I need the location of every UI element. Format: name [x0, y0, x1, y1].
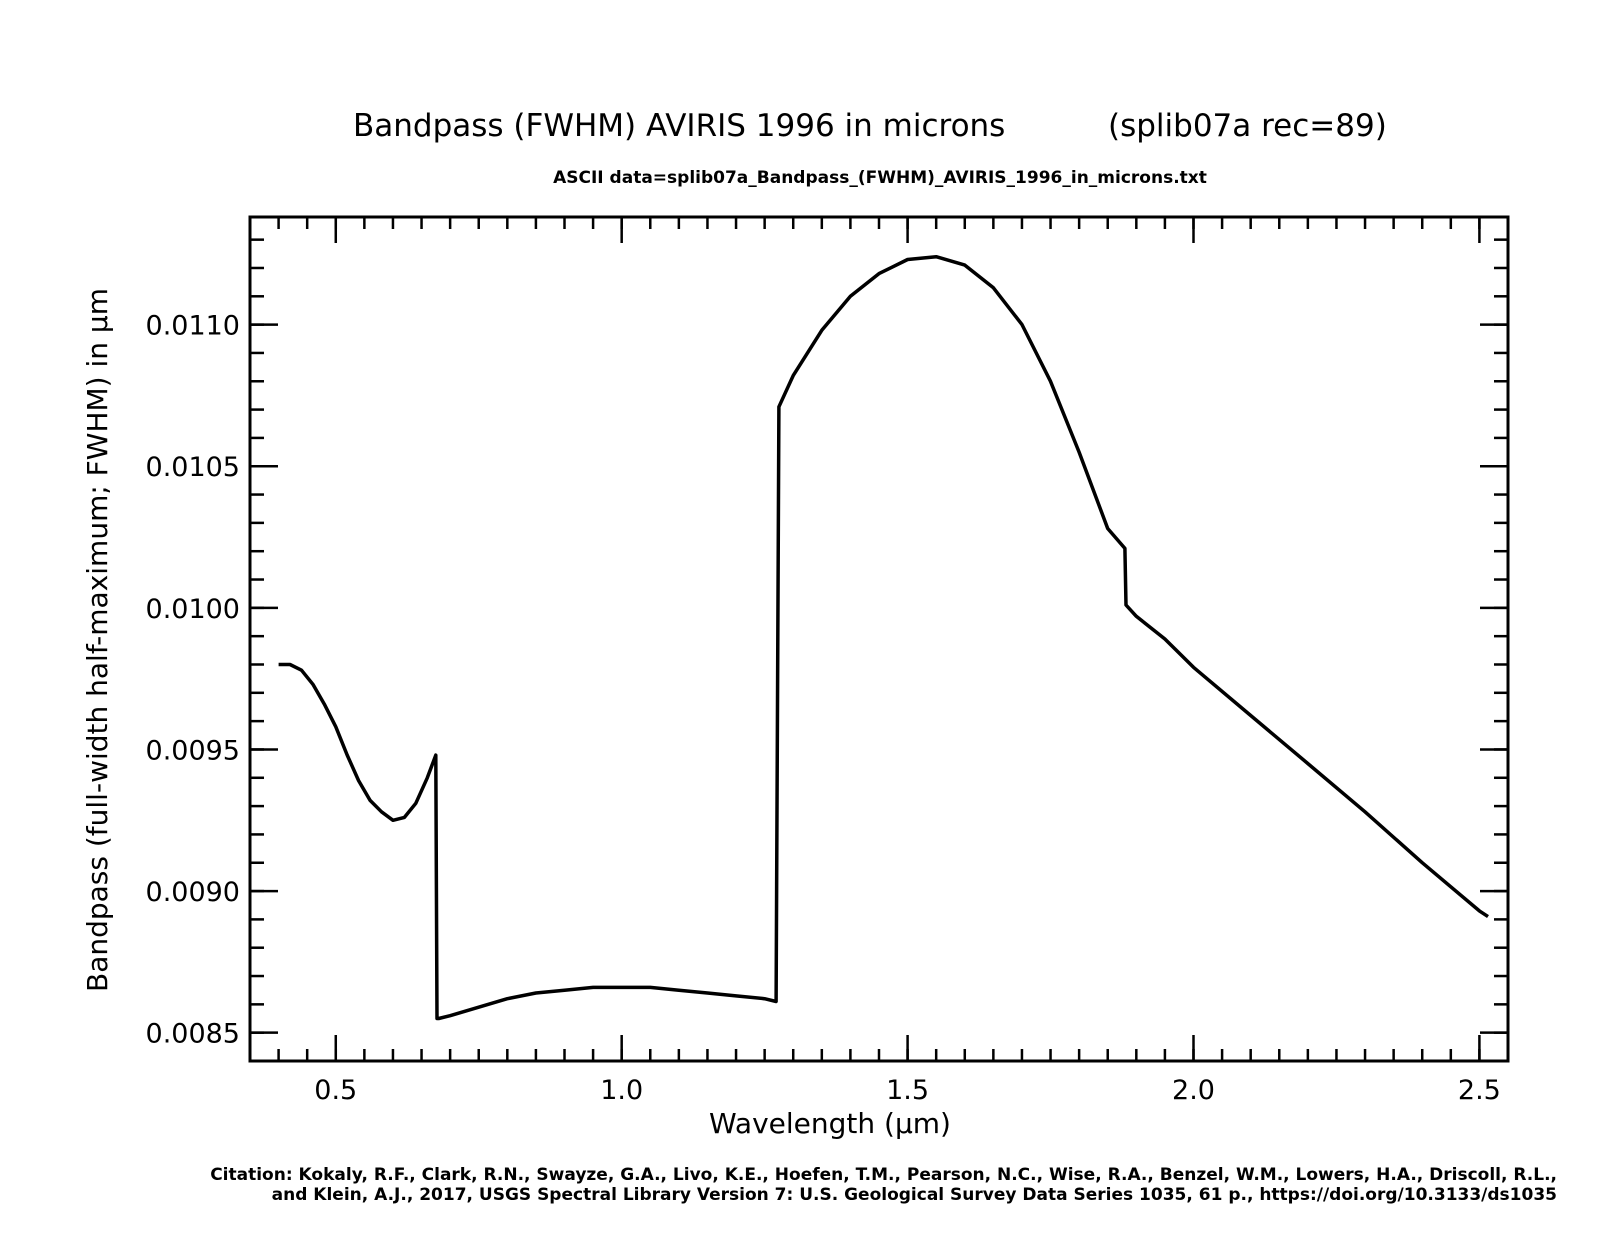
x-tick-label: 1.0: [600, 1075, 643, 1106]
citation-line-2: and Klein, A.J., 2017, USGS Spectral Lib…: [272, 1185, 1557, 1205]
y-tick-labels: 0.0085 0.0090 0.0095 0.0100 0.0105 0.0110: [146, 311, 240, 1050]
plot-frame: [248, 215, 1510, 1063]
x-axis-label: Wavelength (μm): [709, 1107, 951, 1140]
y-axis-label: Bandpass (full-width half-maximum; FWHM)…: [81, 288, 114, 992]
x-tick-label: 0.5: [314, 1075, 357, 1106]
chart-record: (splib07a rec=89): [1108, 108, 1387, 144]
x-tick-label: 2.5: [1458, 1075, 1501, 1106]
y-tick-label: 0.0105: [146, 452, 240, 483]
y-tick-label: 0.0090: [146, 877, 240, 908]
chart-subtitle: ASCII data=splib07a_Bandpass_(FWHM)_AVIR…: [553, 168, 1207, 188]
y-tick-label: 0.0095: [146, 735, 240, 766]
citation-line-1: Citation: Kokaly, R.F., Clark, R.N., Swa…: [210, 1165, 1557, 1185]
y-tick-label: 0.0100: [146, 594, 240, 625]
axis-ticks: [248, 217, 1510, 1063]
x-tick-label: 1.5: [886, 1075, 929, 1106]
x-tick-label: 2.0: [1172, 1075, 1215, 1106]
y-tick-label: 0.0085: [146, 1019, 240, 1050]
y-tick-label: 0.0110: [146, 311, 240, 342]
x-tick-labels: 0.5 1.0 1.5 2.0 2.5: [314, 1075, 1501, 1106]
series-line: [278, 254, 1489, 1021]
chart-title: Bandpass (FWHM) AVIRIS 1996 in microns: [353, 108, 1005, 144]
